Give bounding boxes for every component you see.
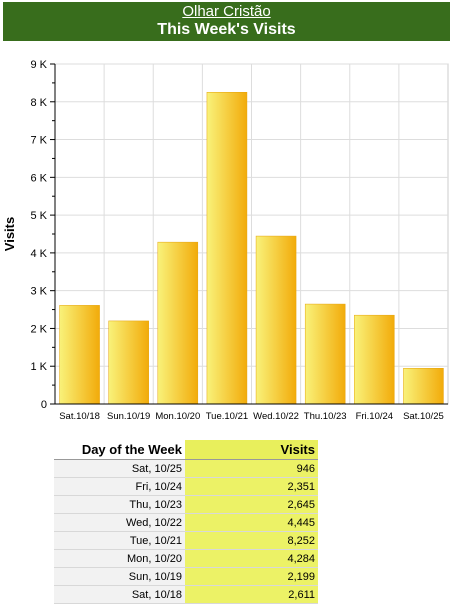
- table-row: Sun, 10/19 2,199: [54, 567, 318, 586]
- y-tick-label: 8 K: [30, 97, 47, 109]
- x-tick-label: Fri.10/24: [356, 411, 394, 422]
- visits-chart: 0 1 K 2 K 3 K 4 K 5 K 6 K 7 K 8 K 9 K Sat.10/18 Sun…: [2, 59, 449, 422]
- page-title: This Week's Visits: [157, 21, 296, 38]
- chart-axes: [50, 63, 448, 405]
- table-header-row: Day of the Week Visits: [54, 440, 318, 460]
- chart-bars: [59, 92, 444, 405]
- y-tick-label: 3 K: [30, 286, 47, 298]
- y-tick-label: 9 K: [30, 59, 47, 71]
- y-tick-label: 6 K: [30, 172, 47, 184]
- bar-Sat.10/18: [59, 305, 100, 405]
- day-cell: Sat, 10/25: [54, 459, 185, 478]
- day-cell: Sun, 10/19: [54, 567, 185, 586]
- y-axis-title: Visits: [2, 217, 17, 251]
- bar-Wed.10/22: [255, 235, 297, 405]
- bar-Tue.10/21: [206, 92, 248, 405]
- visits-cell: 2,199: [185, 567, 318, 586]
- day-cell: Mon, 10/20: [54, 549, 185, 568]
- bar-Thu.10/23: [304, 303, 346, 405]
- table-row: Wed, 10/22 4,445: [54, 513, 318, 532]
- day-cell: Sat, 10/18: [54, 585, 185, 604]
- page-header: Olhar Cristão This Week's Visits: [3, 2, 450, 41]
- day-column-header: Day of the Week: [54, 440, 185, 460]
- x-tick-label: Sat.10/25: [403, 411, 444, 422]
- day-cell: Fri, 10/24: [54, 477, 185, 496]
- visits-cell: 8,252: [185, 531, 318, 550]
- x-tick-label: Tue.10/21: [206, 411, 248, 422]
- bar-Mon.10/20: [157, 241, 199, 405]
- visits-column-header: Visits: [185, 440, 318, 460]
- bar-Fri.10/24: [354, 314, 395, 405]
- visits-cell: 4,284: [185, 549, 318, 568]
- day-cell: Thu, 10/23: [54, 495, 185, 514]
- day-cell: Tue, 10/21: [54, 531, 185, 550]
- table-row: Tue, 10/21 8,252: [54, 531, 318, 550]
- table-row: Fri, 10/24 2,351: [54, 477, 318, 496]
- x-tick-label: Mon.10/20: [155, 411, 200, 422]
- table-row: Sat, 10/25 946: [54, 459, 318, 478]
- y-tick-label: 0: [41, 399, 47, 411]
- table-row: Thu, 10/23 2,645: [54, 495, 318, 514]
- chart-labels: 0 1 K 2 K 3 K 4 K 5 K 6 K 7 K 8 K 9 K Sat.10/18 Sun…: [2, 59, 444, 422]
- site-link[interactable]: Olhar Cristão: [182, 3, 271, 20]
- y-tick-label: 7 K: [30, 135, 47, 147]
- visits-cell: 946: [185, 459, 318, 478]
- x-tick-label: Thu.10/23: [304, 411, 347, 422]
- visits-cell: 2,645: [185, 495, 318, 514]
- x-tick-label: Wed.10/22: [253, 411, 299, 422]
- y-tick-label: 4 K: [30, 248, 47, 260]
- visits-cell: 4,445: [185, 513, 318, 532]
- visits-table: Day of the Week Visits Sat, 10/25 946 Fri,…: [54, 440, 318, 604]
- day-cell: Wed, 10/22: [54, 513, 185, 532]
- table-row: Mon, 10/20 4,284: [54, 549, 318, 568]
- table-row: Sat, 10/18 2,611: [54, 585, 318, 604]
- y-tick-label: 2 K: [30, 323, 47, 335]
- x-tick-label: Sun.10/19: [107, 411, 150, 422]
- bar-Sun.10/19: [108, 320, 149, 405]
- visits-cell: 2,351: [185, 477, 318, 496]
- visits-cell: 2,611: [185, 585, 318, 604]
- y-tick-label: 5 K: [30, 210, 47, 222]
- y-tick-label: 1 K: [30, 361, 47, 373]
- bar-Sat.10/25: [403, 368, 444, 405]
- x-tick-label: Sat.10/18: [59, 411, 100, 422]
